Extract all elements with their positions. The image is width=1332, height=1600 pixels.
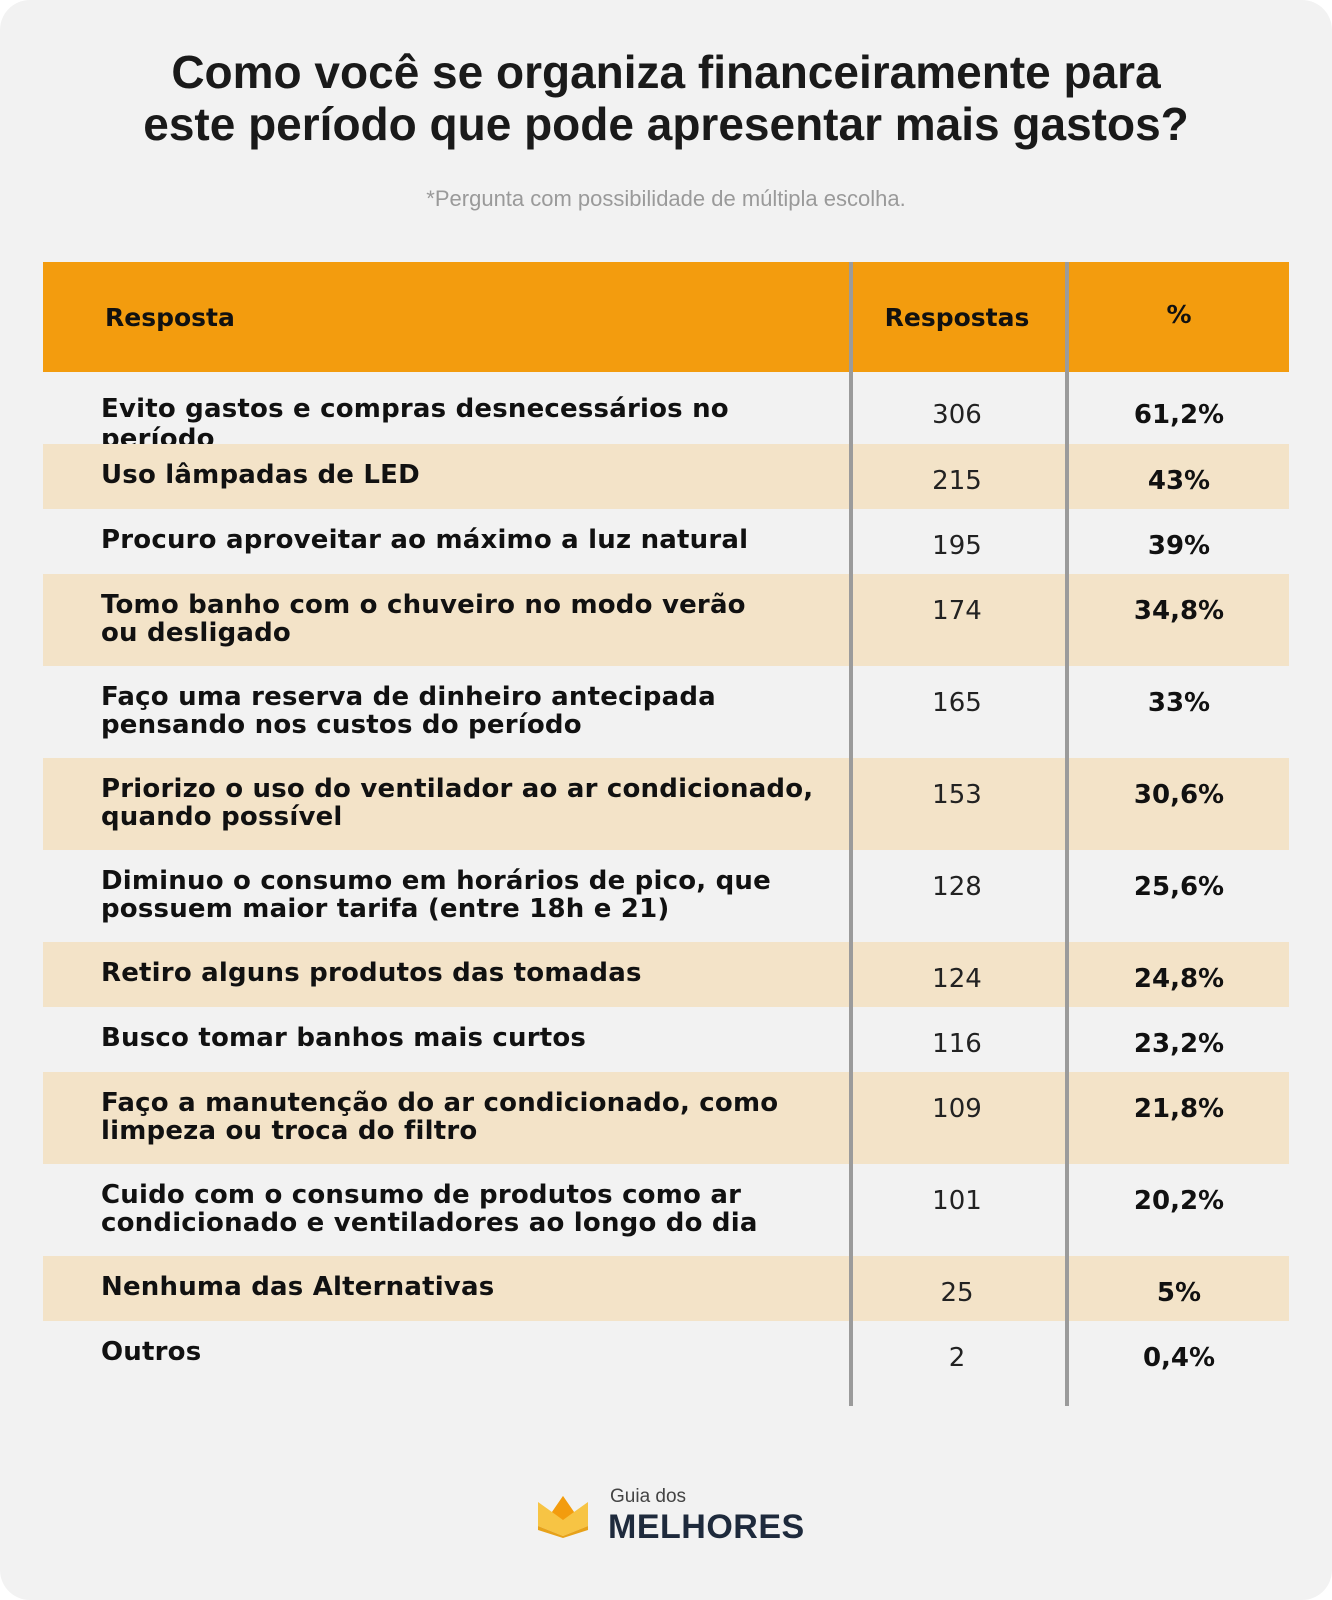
row-label-line: condicionado e ventiladores ao longo do … xyxy=(101,1208,758,1238)
row-label-line: pensando nos custos do período xyxy=(101,710,582,740)
row-label: Nenhuma das Alternativas xyxy=(101,1272,831,1302)
column-header-percent: % xyxy=(1166,299,1192,329)
table-row: Retiro alguns produtos das tomadas 124 24,… xyxy=(43,942,1289,1007)
column-header-resposta: Resposta xyxy=(105,302,235,332)
row-count: 174 xyxy=(932,596,982,626)
row-label: Tomo banho com o chuveiro no modo verão o… xyxy=(101,590,831,648)
table-row: Faço uma reserva de dinheiro antecipada p… xyxy=(43,666,1289,758)
row-label-line: Uso lâmpadas de LED xyxy=(101,460,420,490)
row-percent: 33% xyxy=(1147,688,1211,718)
row-percent: 0,4% xyxy=(1142,1343,1216,1373)
row-label-line: Outros xyxy=(101,1337,202,1367)
row-label-line: Nenhuma das Alternativas xyxy=(101,1272,495,1302)
row-percent: 20,2% xyxy=(1133,1186,1225,1216)
row-count: 2 xyxy=(948,1343,966,1373)
row-percent: 39% xyxy=(1147,531,1211,561)
row-label-line: Retiro alguns produtos das tomadas xyxy=(101,958,642,988)
row-count: 306 xyxy=(932,400,982,430)
row-label-line: Busco tomar banhos mais curtos xyxy=(101,1023,587,1053)
row-label-line: Diminuo o consumo em horários de pico, q… xyxy=(101,866,771,896)
logo-text-small: Guia dos xyxy=(610,1486,687,1507)
row-label-line: Procuro aproveitar ao máximo a luz natur… xyxy=(101,525,749,555)
row-percent: 61,2% xyxy=(1133,400,1225,430)
crown-icon xyxy=(538,1496,588,1538)
row-label-line: limpeza ou troca do filtro xyxy=(101,1116,478,1146)
row-count: 124 xyxy=(932,964,982,994)
row-label: Evito gastos e compras desnecessários no… xyxy=(101,394,831,454)
table-row: Diminuo o consumo em horários de pico, q… xyxy=(43,850,1289,942)
row-count: 116 xyxy=(932,1029,982,1059)
row-label-line: Priorizo o uso do ventilador ao ar condi… xyxy=(101,774,814,804)
row-percent: 24,8% xyxy=(1133,964,1225,994)
row-label-line: Faço a manutenção do ar condicionado, co… xyxy=(101,1088,779,1118)
results-table: Resposta Respostas % Evito gastos e comp… xyxy=(43,262,1289,1406)
subtitle: *Pergunta com possibilidade de múltipla … xyxy=(426,186,906,211)
table-row: Uso lâmpadas de LED 215 43% xyxy=(43,444,1289,509)
table-row: Evito gastos e compras desnecessários no… xyxy=(43,372,1289,454)
brand-logo: Guia dos MELHORES xyxy=(534,1486,814,1550)
row-percent: 25,6% xyxy=(1133,872,1225,902)
row-percent: 21,8% xyxy=(1133,1094,1225,1124)
table-row: Busco tomar banhos mais curtos 116 23,2% xyxy=(43,1007,1289,1072)
row-label: Uso lâmpadas de LED xyxy=(101,460,831,490)
row-count: 165 xyxy=(932,688,982,718)
column-header-respostas: Respostas xyxy=(884,302,1030,332)
row-percent: 30,6% xyxy=(1133,780,1225,810)
row-count: 128 xyxy=(932,872,982,902)
row-label-line: quando possível xyxy=(101,802,343,832)
row-count: 153 xyxy=(932,780,982,810)
row-label: Cuido com o consumo de produtos como ar c… xyxy=(101,1180,831,1238)
logo-text-big: MELHORES xyxy=(608,1508,805,1546)
row-count: 195 xyxy=(932,531,982,561)
row-label: Retiro alguns produtos das tomadas xyxy=(101,958,831,988)
title-line-2: este período que pode apresentar mais ga… xyxy=(143,98,1189,150)
row-percent: 34,8% xyxy=(1133,596,1225,626)
row-label: Priorizo o uso do ventilador ao ar condi… xyxy=(101,774,831,832)
table-row: Cuido com o consumo de produtos como ar c… xyxy=(43,1164,1289,1256)
row-count: 109 xyxy=(932,1094,982,1124)
row-label-line: Faço uma reserva de dinheiro antecipada xyxy=(101,682,716,712)
row-label-line: ou desligado xyxy=(101,618,291,648)
row-label: Diminuo o consumo em horários de pico, q… xyxy=(101,866,831,924)
row-count: 25 xyxy=(940,1278,974,1308)
table-row: Priorizo o uso do ventilador ao ar condi… xyxy=(43,758,1289,850)
table-row: Nenhuma das Alternativas 25 5% xyxy=(43,1256,1289,1321)
table-row: Faço a manutenção do ar condicionado, co… xyxy=(43,1072,1289,1164)
column-divider xyxy=(849,262,853,1406)
row-label: Faço a manutenção do ar condicionado, co… xyxy=(101,1088,831,1146)
row-label: Busco tomar banhos mais curtos xyxy=(101,1023,831,1053)
table-header: Resposta Respostas % xyxy=(43,262,1289,372)
table-body: Evito gastos e compras desnecessários no… xyxy=(43,372,1289,1385)
row-percent: 23,2% xyxy=(1133,1029,1225,1059)
chart-title: Como você se organiza financeiramente pa… xyxy=(40,46,1292,150)
row-label-line: possuem maior tarifa (entre 18h e 21) xyxy=(101,894,670,924)
row-label: Outros xyxy=(101,1337,831,1367)
table-row: Outros 2 0,4% xyxy=(43,1321,1289,1385)
row-label-line: Evito gastos e compras desnecessários no… xyxy=(101,394,729,454)
table-row: Procuro aproveitar ao máximo a luz natur… xyxy=(43,509,1289,574)
row-percent: 43% xyxy=(1147,466,1211,496)
column-divider xyxy=(1065,262,1069,1406)
table-row: Tomo banho com o chuveiro no modo verão o… xyxy=(43,574,1289,666)
row-label-line: Cuido com o consumo de produtos como ar xyxy=(101,1180,742,1210)
row-label-line: Tomo banho com o chuveiro no modo verão xyxy=(101,590,746,620)
row-count: 215 xyxy=(932,466,982,496)
row-count: 101 xyxy=(932,1186,982,1216)
row-percent: 5% xyxy=(1156,1278,1202,1308)
row-label: Procuro aproveitar ao máximo a luz natur… xyxy=(101,525,831,555)
row-label: Faço uma reserva de dinheiro antecipada p… xyxy=(101,682,831,740)
title-line-1: Como você se organiza financeiramente pa… xyxy=(171,46,1161,98)
